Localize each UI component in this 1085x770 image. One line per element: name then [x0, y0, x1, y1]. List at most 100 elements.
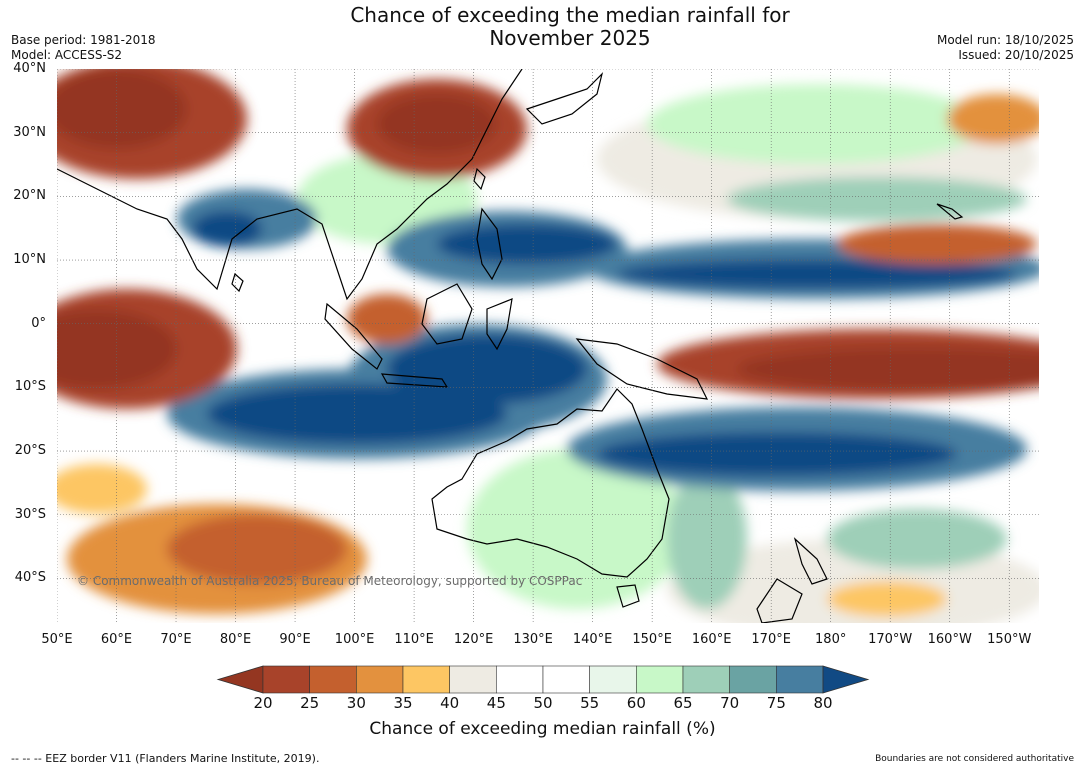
field-green-south-pacific — [827, 509, 1007, 569]
colorbar-tick-label: 20 — [253, 694, 273, 712]
lon-tick-label: 180° — [815, 632, 847, 647]
java-coast — [380, 373, 449, 388]
colorbar-segment — [449, 665, 497, 694]
lon-tick-label: 100°E — [334, 632, 375, 647]
philippines-coast — [476, 207, 503, 281]
colorbar-tick-label: 35 — [393, 694, 413, 712]
field-lightgreen-australia — [467, 449, 687, 609]
copyright-notice: © Commonwealth of Australia 2025, Bureau… — [77, 574, 583, 588]
field-green-tasman — [667, 469, 747, 609]
lat-tick-label: 0° — [31, 315, 46, 331]
new-zealand-south-coast — [756, 578, 803, 623]
colorbar-segment — [402, 665, 450, 694]
meta-left: Base period: 1981-2018 Model: ACCESS-S2 — [11, 33, 156, 63]
lon-tick-label: 120°E — [453, 632, 494, 647]
lon-tick-label: 170°W — [868, 632, 913, 647]
colorbar-tick-label: 50 — [533, 694, 553, 712]
colorbar-segment — [309, 665, 357, 694]
lon-tick-label: 70°E — [160, 632, 192, 647]
colorbar-segment — [496, 665, 544, 694]
colorbar-tick-label: 65 — [673, 694, 693, 712]
field-dry-south-china-sea — [347, 294, 427, 344]
issued-date: Issued: 20/10/2025 — [958, 48, 1074, 62]
field-strong-wet-maritime — [387, 334, 587, 404]
coastlines — [57, 69, 964, 623]
lon-tick-label: 160°E — [691, 632, 732, 647]
lat-tick-label: 20°N — [13, 188, 46, 204]
graticule — [57, 69, 1039, 623]
colorbar-tick-label: 40 — [440, 694, 460, 712]
asia-mainland-coast — [57, 69, 523, 301]
colorbar-tick-label: 30 — [346, 694, 366, 712]
lat-tick-label: 20°S — [14, 443, 46, 459]
field-dry-southwest-indian — [57, 464, 147, 514]
rainfall-field — [57, 69, 1039, 623]
boundary-disclaimer: Boundaries are not considered authoritat… — [875, 754, 1074, 764]
lat-tick-label: 30°N — [13, 124, 46, 140]
lat-tick-label: 40°S — [14, 570, 46, 586]
chart-title: Chance of exceeding the median rainfall … — [270, 4, 870, 50]
colorbar-tick-label: 80 — [813, 694, 833, 712]
colorbar-segment — [262, 665, 310, 694]
field-dry-north-pacific-east — [837, 224, 1037, 264]
field-strong-wet-spcz — [597, 432, 957, 476]
lon-tick-label: 170°E — [751, 632, 791, 647]
lon-tick-label: 130°E — [513, 632, 553, 647]
colorbar-segment — [729, 665, 777, 694]
lon-tick-label: 140°E — [572, 632, 613, 647]
lon-tick-label: 60°E — [100, 632, 133, 647]
field-strong-wet-philippines — [437, 224, 617, 264]
field-lightgreen-north-pacific — [647, 84, 987, 164]
field-dry-himalaya-core — [57, 69, 187, 149]
lon-tick-label: 80°E — [219, 632, 252, 647]
field-dry-equatorial-pacific-core — [737, 347, 1039, 391]
field-dry-east-china-core — [377, 94, 497, 154]
colorbar-tick-label: 25 — [300, 694, 320, 712]
title-line-2: November 2025 — [489, 26, 651, 50]
colorbar-tick-label: 60 — [626, 694, 646, 712]
lat-tick-label: 10°N — [13, 252, 46, 268]
hawaii-coast — [936, 203, 964, 220]
sumatra-coast — [324, 302, 383, 370]
colorbar-under-arrow — [216, 665, 264, 694]
colorbar-tick-label: 75 — [766, 694, 786, 712]
colorbar-title: Chance of exceeding median rainfall (%) — [369, 719, 716, 739]
colorbar-tick-label: 45 — [486, 694, 506, 712]
lat-tick-label: 30°S — [14, 506, 46, 522]
colorbar-segment — [682, 665, 730, 694]
eez-note: -- -- -- EEZ border V11 (Flanders Marine… — [11, 752, 320, 765]
borneo-coast — [421, 283, 473, 345]
model-name: Model: ACCESS-S2 — [11, 48, 123, 62]
field-strong-wet-indian — [207, 384, 507, 444]
field-dry-tasman — [827, 581, 947, 617]
lon-tick-label: 150°W — [987, 632, 1032, 647]
colorbar-segment — [636, 665, 684, 694]
colorbar-tick-label: 70 — [720, 694, 740, 712]
lat-tick-label: 40°N — [13, 61, 46, 76]
field-dry-north-pacific-ne — [947, 94, 1039, 144]
colorbar-segment — [356, 665, 404, 694]
field-strong-wet-north-pacific — [617, 259, 1017, 289]
base-period: Base period: 1981-2018 — [11, 33, 156, 47]
new-zealand-north-coast — [793, 537, 828, 585]
colorbar-segment — [542, 665, 590, 694]
lon-tick-label: 160°W — [927, 632, 972, 647]
lon-tick-label: 90°E — [279, 632, 311, 647]
colorbar-segment — [776, 665, 824, 694]
colorbar-segment — [589, 665, 637, 694]
australia-coast — [431, 388, 670, 578]
lon-tick-label: 50°E — [41, 632, 73, 647]
colorbar-tick-label: 55 — [580, 694, 600, 712]
colorbar — [216, 665, 870, 694]
japan-coast — [525, 72, 604, 125]
lon-tick-label: 150°E — [632, 632, 672, 647]
meta-right: Model run: 18/10/2025 Issued: 20/10/2025 — [937, 33, 1074, 63]
rainfall-map[interactable]: © Commonwealth of Australia 2025, Bureau… — [57, 69, 1039, 623]
title-line-1: Chance of exceeding the median rainfall … — [350, 3, 790, 27]
colorbar-over-arrow — [822, 665, 870, 694]
lat-tick-label: 10°S — [14, 379, 46, 395]
field-green-north-pacific — [727, 177, 1027, 221]
sri-lanka-coast — [231, 272, 244, 293]
taiwan-coast — [473, 167, 486, 191]
field-dry-western-indian-core — [57, 309, 177, 389]
